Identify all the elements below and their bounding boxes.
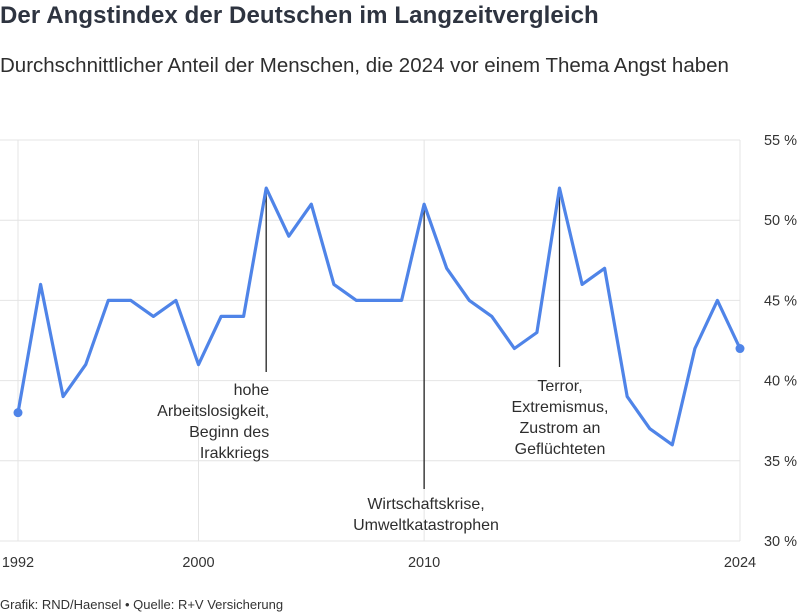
chart-title: Der Angstindex der Deutschen im Langzeit…: [0, 2, 599, 29]
y-tick-label: 35 %: [764, 454, 797, 470]
annotation-line-text: Beginn des: [189, 424, 269, 441]
annotations: hohe Arbeitslosigkeit, Beginn des Irakkrieg…: [157, 188, 608, 534]
x-tick-label: 2000: [182, 555, 214, 571]
series-line: [16, 186, 742, 447]
annotation-line-text: Geflüchteten: [515, 441, 606, 458]
annotation-label: Terror, Extremismus, Zustrom an Geflüchtete…: [512, 378, 609, 458]
series-start-point: [13, 408, 23, 418]
series: [13, 186, 745, 447]
series-end-point: [735, 344, 745, 354]
annotation-line-text: Terror,: [537, 378, 582, 395]
annotation-label: Wirtschaftskrise, Umweltkatastrophen: [353, 496, 499, 534]
x-tick-label: 2024: [724, 555, 756, 571]
source-footer: Grafik: RND/Haensel • Quelle: R+V Versic…: [0, 597, 284, 612]
y-tick-label: 45 %: [764, 293, 797, 309]
annotation-line-text: Wirtschaftskrise,: [367, 496, 484, 513]
x-tick-label: 2010: [408, 555, 440, 571]
annotation-line-text: Umweltkatastrophen: [353, 517, 499, 534]
annotation-label: hohe Arbeitslosigkeit, Beginn des Irakkrieg…: [157, 382, 269, 462]
grid: [0, 139, 741, 542]
annotation-line-text: Extremismus,: [512, 399, 609, 416]
annotation-line-text: Arbeitslosigkeit,: [157, 403, 269, 420]
y-tick-label: 50 %: [764, 213, 797, 229]
annotation-line-text: Irakkriegs: [200, 445, 269, 462]
annotation-line-text: hohe: [234, 382, 270, 399]
tick-labels: 30 % 35 % 40 % 45 % 50 % 55 % 1992 2000 2010 2024: [2, 133, 797, 571]
x-tick-label: 1992: [2, 555, 34, 571]
annotation-line-text: Zustrom an: [520, 420, 601, 437]
chart-subtitle: Durchschnittlicher Anteil der Menschen, …: [0, 54, 729, 77]
y-tick-label: 40 %: [764, 374, 797, 390]
y-tick-label: 55 %: [764, 133, 797, 149]
y-tick-label: 30 %: [764, 534, 797, 550]
